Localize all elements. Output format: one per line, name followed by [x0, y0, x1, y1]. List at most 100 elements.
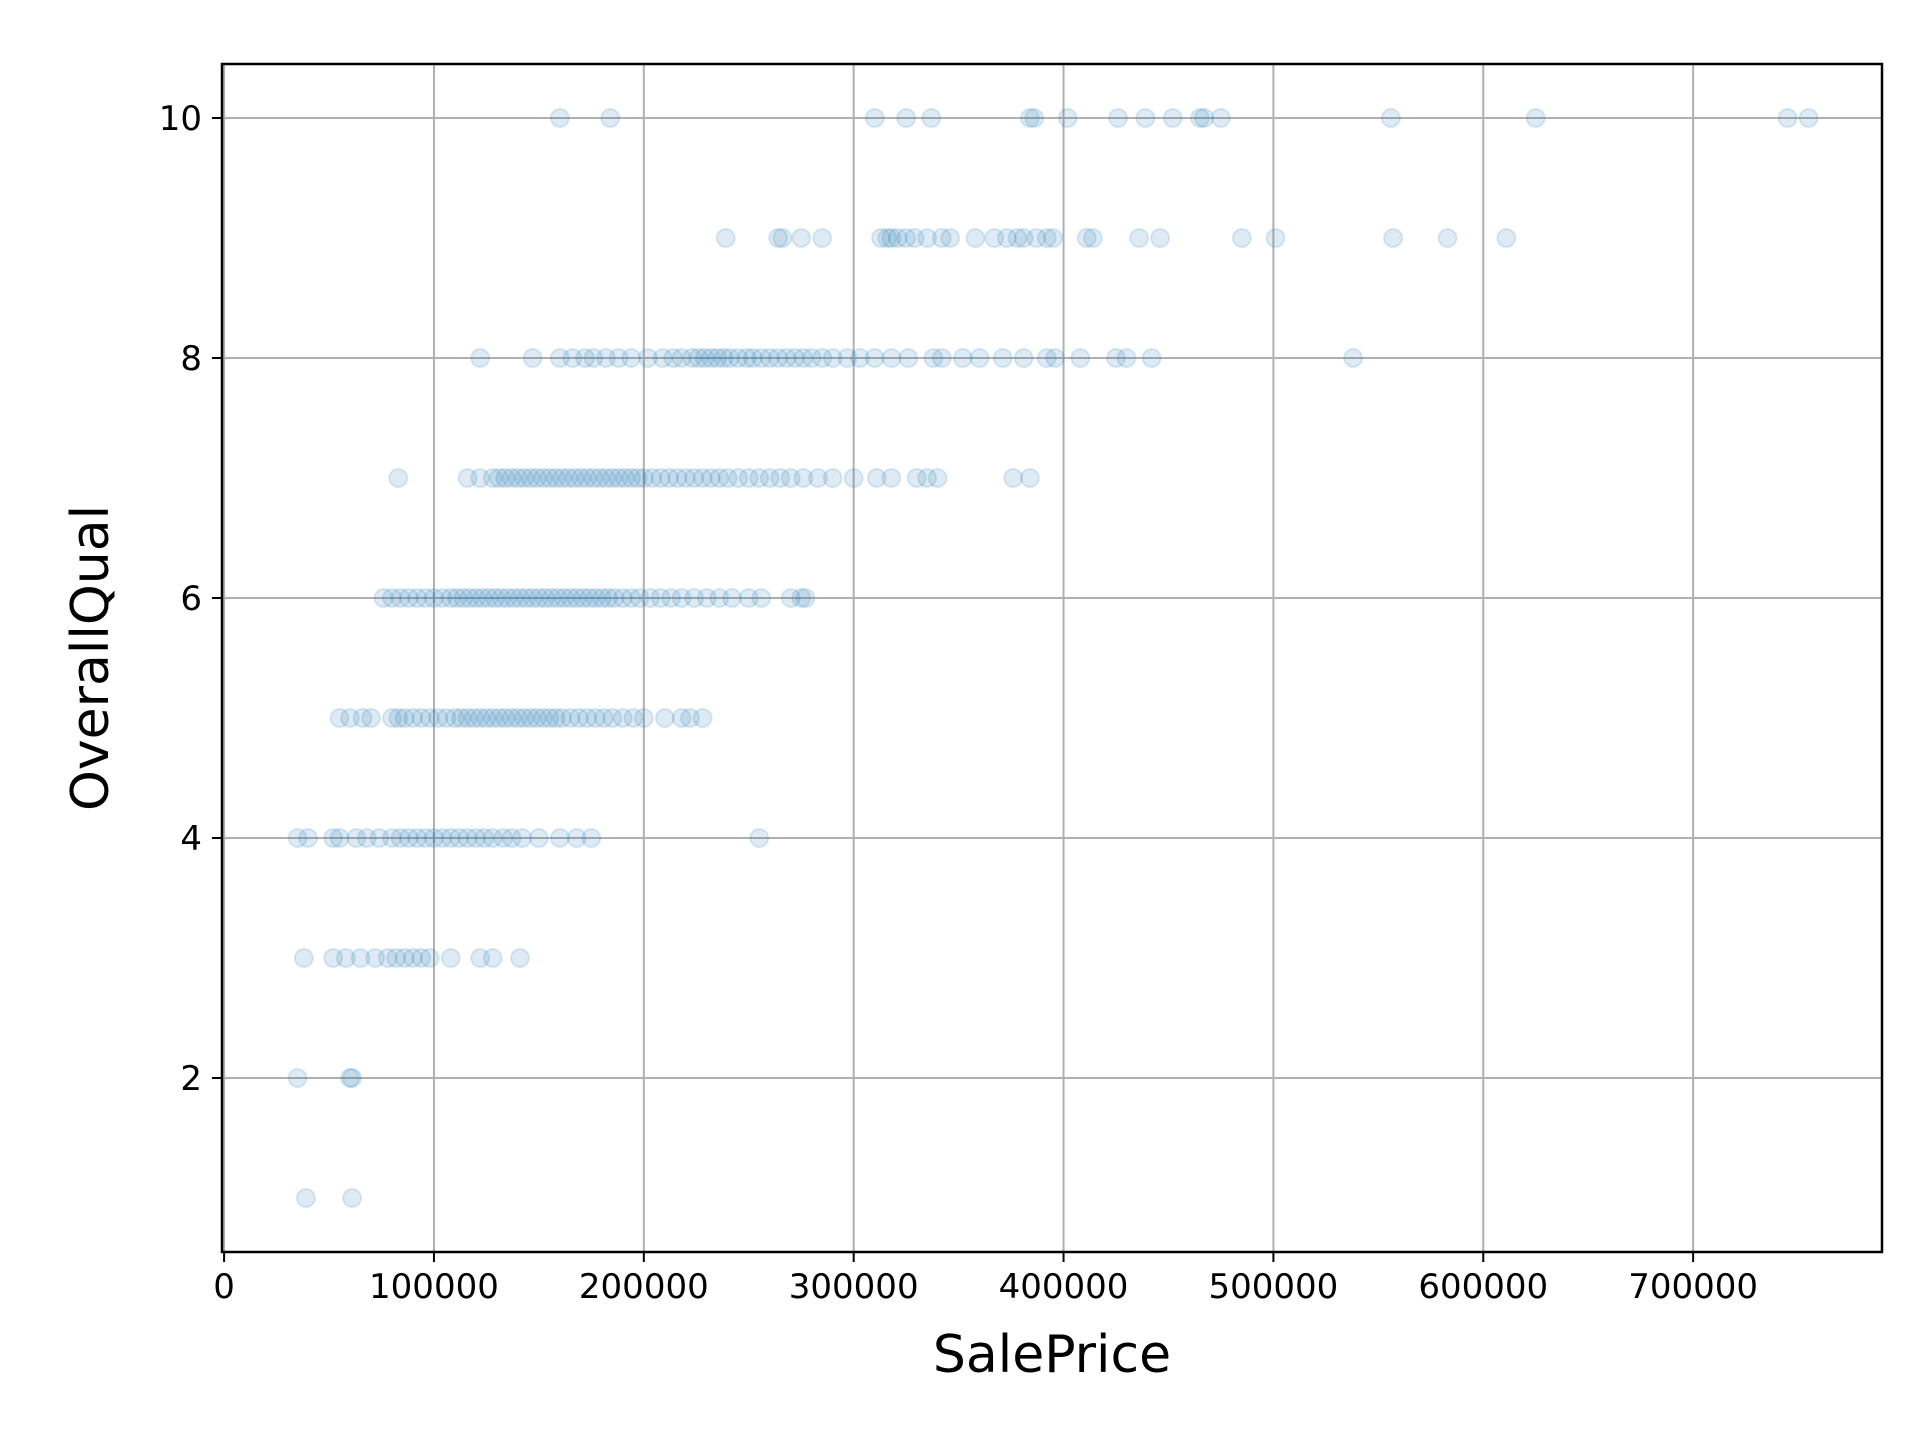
data-point — [969, 348, 990, 368]
data-point — [570, 468, 591, 488]
data-point — [812, 228, 833, 248]
data-point — [837, 348, 858, 368]
data-point — [369, 828, 390, 848]
plot-frame — [220, 62, 1884, 1254]
data-point — [287, 828, 308, 848]
data-point — [1106, 348, 1127, 368]
data-point — [470, 468, 491, 488]
data-point — [329, 828, 350, 848]
data-point — [381, 588, 402, 608]
data-point — [541, 588, 562, 608]
data-point — [793, 468, 814, 488]
data-point — [776, 348, 797, 368]
data-point — [896, 228, 917, 248]
data-point — [877, 228, 898, 248]
data-point — [793, 348, 814, 368]
data-point — [411, 948, 432, 968]
data-point — [1129, 228, 1150, 248]
data-point — [444, 708, 465, 728]
data-point — [738, 468, 759, 488]
data-point — [728, 468, 749, 488]
data-point — [549, 108, 570, 128]
data-point — [507, 708, 528, 728]
data-point — [1116, 348, 1137, 368]
y-axis-label: OverallQual — [61, 505, 121, 811]
data-point — [801, 348, 822, 368]
data-point — [1024, 108, 1045, 128]
data-point — [476, 708, 497, 728]
data-point — [419, 708, 440, 728]
data-point — [1135, 108, 1156, 128]
data-point — [478, 588, 499, 608]
data-point — [545, 708, 566, 728]
data-point — [440, 588, 461, 608]
data-point — [323, 948, 344, 968]
data-point — [1496, 228, 1517, 248]
data-point — [659, 468, 680, 488]
data-point — [510, 588, 531, 608]
data-point — [671, 348, 692, 368]
data-point — [390, 828, 411, 848]
data-point — [323, 828, 344, 848]
data-point — [768, 348, 789, 368]
data-point — [577, 708, 598, 728]
data-point — [707, 348, 728, 368]
data-point — [465, 588, 486, 608]
data-point — [638, 348, 659, 368]
data-point — [474, 828, 495, 848]
data-point — [377, 948, 398, 968]
data-point — [528, 828, 549, 848]
data-point — [795, 588, 816, 608]
data-point — [503, 588, 524, 608]
data-point — [1013, 348, 1034, 368]
data-point — [1380, 108, 1401, 128]
data-point — [457, 468, 478, 488]
data-point — [881, 468, 902, 488]
data-point — [621, 348, 642, 368]
data-point — [684, 588, 705, 608]
data-point — [881, 348, 902, 368]
data-point — [560, 588, 581, 608]
data-point — [465, 828, 486, 848]
data-point — [589, 468, 610, 488]
data-point — [688, 348, 709, 368]
data-point — [415, 588, 436, 608]
data-point — [459, 588, 480, 608]
data-point — [864, 108, 885, 128]
data-point — [906, 468, 927, 488]
data-point — [535, 588, 556, 608]
data-point — [866, 468, 887, 488]
y-tick-label: 6 — [180, 579, 202, 619]
x-tick-label: 400000 — [999, 1267, 1129, 1307]
data-point — [1141, 348, 1162, 368]
data-point — [663, 348, 684, 368]
data-point — [675, 468, 696, 488]
data-point — [381, 828, 402, 848]
data-point — [784, 348, 805, 368]
data-point — [614, 468, 635, 488]
data-point — [539, 468, 560, 488]
data-point — [572, 588, 593, 608]
data-point — [652, 348, 673, 368]
data-point — [864, 348, 885, 368]
data-point — [984, 228, 1005, 248]
data-point — [516, 588, 537, 608]
data-point — [522, 348, 543, 368]
data-point — [423, 588, 444, 608]
data-point — [650, 588, 671, 608]
data-point — [671, 708, 692, 728]
data-point — [749, 468, 770, 488]
data-point — [682, 348, 703, 368]
data-point — [749, 828, 770, 848]
data-point — [526, 468, 547, 488]
data-point — [579, 588, 600, 608]
data-point — [501, 828, 522, 848]
data-point — [751, 348, 772, 368]
data-point — [381, 708, 402, 728]
data-point — [1003, 468, 1024, 488]
data-point — [728, 348, 749, 368]
data-point — [453, 588, 474, 608]
data-point — [428, 708, 449, 728]
